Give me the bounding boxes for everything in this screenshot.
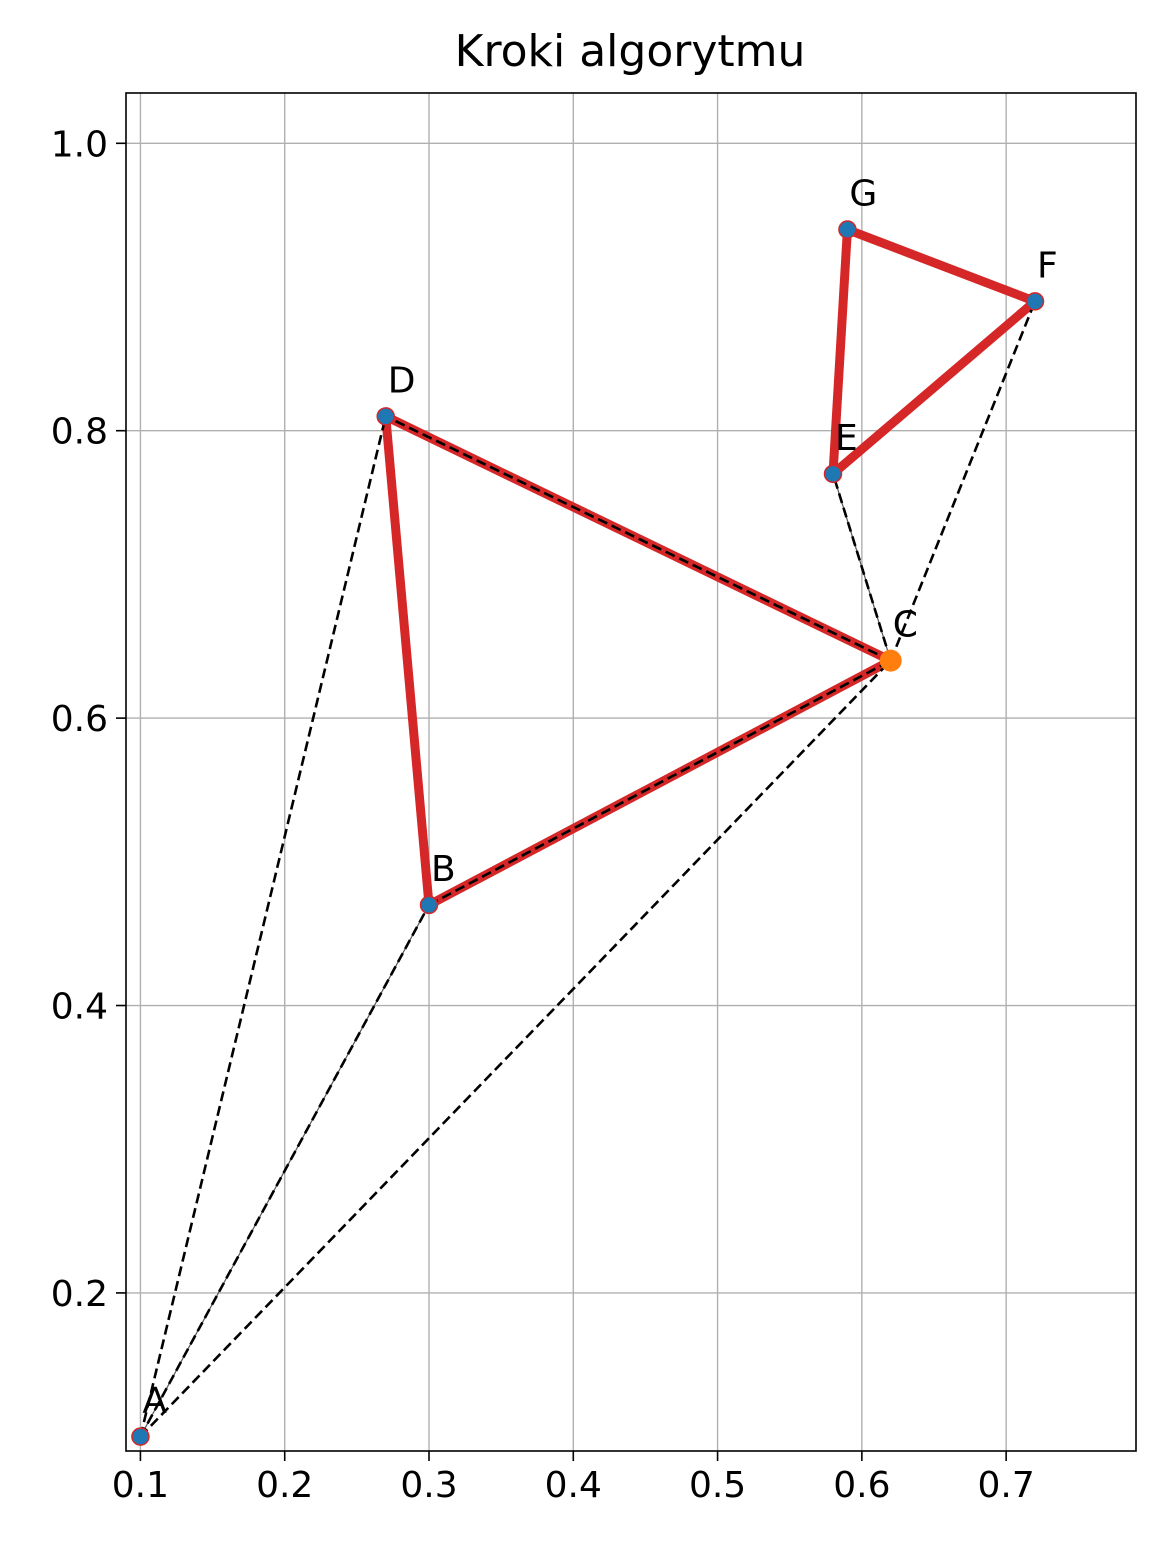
- dashed-edges-layer: [139, 300, 1037, 1438]
- point-A: [131, 1427, 150, 1446]
- chart-title: Kroki algorytmu: [455, 26, 806, 77]
- x-tick-label: 0.3: [400, 1465, 457, 1506]
- x-tick-label: 0.7: [978, 1465, 1035, 1506]
- x-tick-label: 0.5: [689, 1465, 746, 1506]
- point-labels-layer: A B C D E F G: [142, 174, 1057, 1422]
- grid-layer: [126, 93, 1136, 1451]
- dashed-edge-AB: [139, 904, 431, 1438]
- axes-frame: [125, 92, 1137, 1452]
- thick-edge-EG: [828, 225, 852, 479]
- x-tick-label: 0.1: [112, 1465, 169, 1506]
- thick-edges-layer: [381, 225, 1040, 910]
- point-label-A: A: [142, 1381, 167, 1422]
- point-B: [419, 895, 439, 915]
- y-tick-label: 0.8: [51, 412, 108, 453]
- dashed-edge-AC: [139, 659, 892, 1438]
- point-D: [376, 407, 395, 426]
- thin-edges-layer: [139, 473, 892, 1437]
- point-C: [879, 649, 902, 672]
- x-tick-label: 0.2: [256, 1465, 313, 1506]
- point-label-D: D: [388, 360, 416, 401]
- point-G: [838, 220, 857, 239]
- thick-edge-FE: [828, 296, 1040, 479]
- point-label-F: F: [1037, 245, 1058, 286]
- point-label-G: G: [849, 174, 877, 215]
- dashed-edge-CF: [889, 300, 1037, 662]
- point-label-C: C: [893, 605, 918, 646]
- dashed-edge-BC: [428, 659, 892, 907]
- thick-edge-GF: [842, 225, 1040, 306]
- y-tick-label: 1.0: [51, 124, 108, 165]
- point-E: [823, 464, 843, 484]
- dashed-edge-CE: [831, 473, 892, 662]
- dashed-edge-CD: [385, 415, 892, 662]
- points-layer: [131, 220, 1045, 1446]
- thick-edge-DB: [381, 411, 434, 910]
- ticks-layer: 0.1 0.2 0.3 0.4 0.5 0.6 0.7 0.2 0.4 0.6 0.8 1.0: [51, 124, 1035, 1506]
- dashed-edge-AD: [139, 416, 387, 1437]
- point-label-B: B: [431, 849, 456, 890]
- y-tick-label: 0.6: [51, 699, 108, 740]
- point-label-E: E: [835, 418, 858, 459]
- x-tick-label: 0.6: [833, 1465, 890, 1506]
- x-tick-label: 0.4: [545, 1465, 602, 1506]
- point-F: [1025, 292, 1045, 311]
- y-tick-label: 0.2: [51, 1274, 108, 1315]
- y-tick-label: 0.4: [51, 987, 108, 1028]
